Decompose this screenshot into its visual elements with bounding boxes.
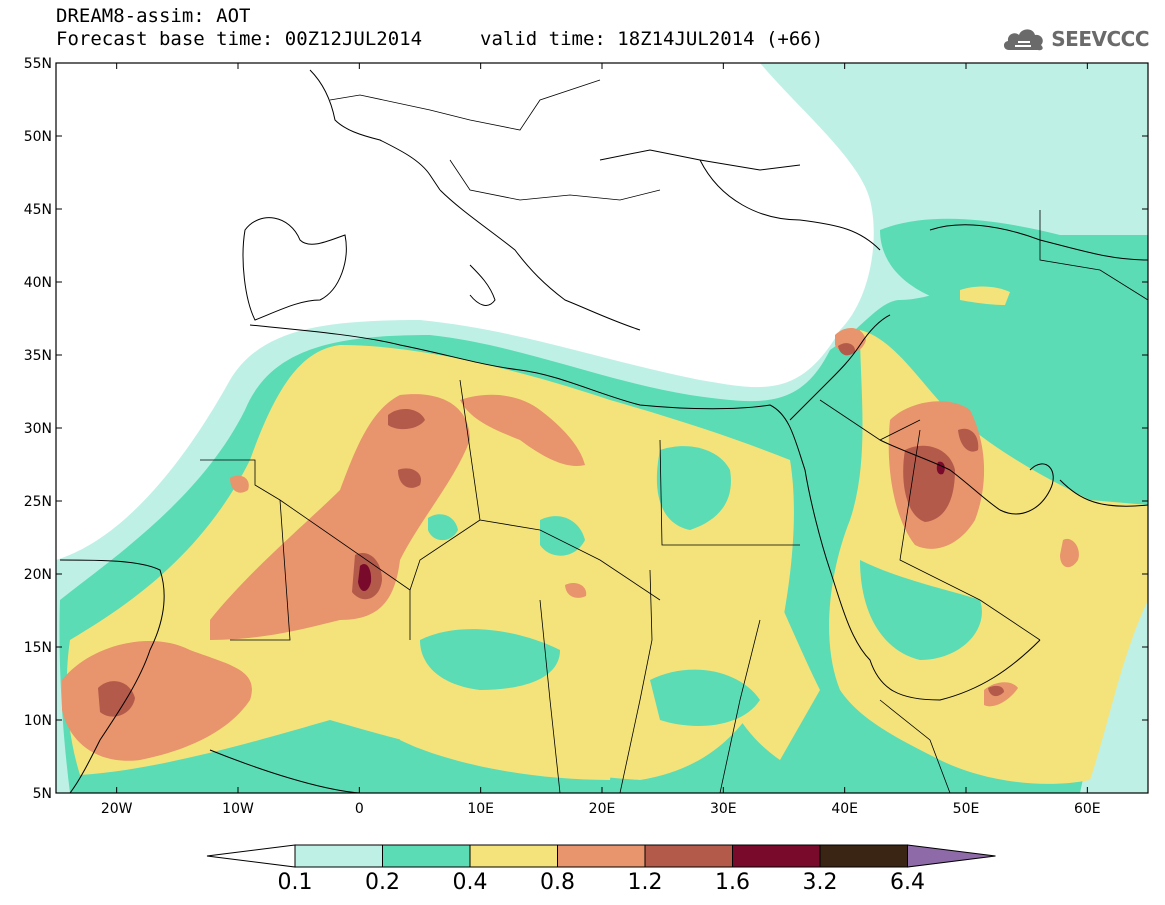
colorbar-label: 6.4 bbox=[890, 870, 925, 895]
aot-level-1-6 bbox=[358, 461, 945, 591]
aot-level-0-2-patches bbox=[420, 446, 982, 726]
lat-tick-label: 40N bbox=[24, 275, 52, 291]
map-title: DREAM8-assim: AOT bbox=[56, 5, 251, 27]
colorbar-segment bbox=[469, 844, 558, 868]
lat-tick-label: 50N bbox=[24, 129, 52, 145]
colorbar-segment bbox=[557, 844, 646, 868]
colorbar: 0.1 0.2 0.4 0.8 1.2 1.6 3.2 6.4 bbox=[206, 844, 996, 895]
lon-tick-label: 20W bbox=[101, 801, 133, 817]
lat-tick-label: 35N bbox=[24, 348, 52, 364]
lon-tick-label: 30E bbox=[710, 801, 737, 817]
lat-tick-label: 20N bbox=[24, 567, 52, 583]
colorbar-under-triangle bbox=[206, 844, 296, 868]
lat-tick-label: 25N bbox=[24, 494, 52, 510]
lon-tick-label: 0 bbox=[355, 801, 364, 817]
colorbar-segment bbox=[294, 844, 383, 868]
lat-tick-label: 45N bbox=[24, 202, 52, 218]
colorbar-label: 0.8 bbox=[540, 870, 575, 895]
seevccc-logo: SEEVCCC bbox=[1001, 22, 1149, 56]
lat-tick-label: 55N bbox=[24, 56, 52, 72]
colorbar-segment bbox=[732, 844, 821, 868]
borders bbox=[200, 79, 1148, 793]
coastlines bbox=[59, 69, 1148, 793]
colorbar-label: 0.4 bbox=[453, 870, 488, 895]
longitude-axis: 20W 10W 0 10E 20E 30E 40E 50E 60E bbox=[101, 63, 1101, 817]
lon-tick-label: 20E bbox=[589, 801, 616, 817]
forecast-base-time: Forecast base time: 00Z12JUL2014 bbox=[56, 28, 423, 50]
lon-tick-label: 50E bbox=[953, 801, 980, 817]
colorbar-label: 1.6 bbox=[715, 870, 750, 895]
colorbar-label: 1.2 bbox=[628, 870, 663, 895]
lon-tick-label: 10W bbox=[222, 801, 254, 817]
lon-tick-label: 40E bbox=[831, 801, 858, 817]
cloud-icon bbox=[1004, 29, 1044, 51]
lat-tick-label: 15N bbox=[24, 640, 52, 656]
latitude-axis: 55N 50N 45N 40N 35N 30N 25N 20N 15N 10N 5N bbox=[24, 56, 1148, 802]
logo-text: SEEVCCC bbox=[1051, 27, 1149, 51]
lat-tick-label: 30N bbox=[24, 421, 52, 437]
colorbar-label: 3.2 bbox=[803, 870, 838, 895]
colorbar-segment bbox=[644, 844, 733, 868]
lat-tick-label: 5N bbox=[33, 786, 52, 802]
lat-tick-label: 10N bbox=[24, 713, 52, 729]
lon-tick-label: 10E bbox=[467, 801, 494, 817]
lon-tick-label: 60E bbox=[1074, 801, 1101, 817]
valid-time: valid time: 18Z14JUL2014 (+66) bbox=[480, 28, 824, 50]
colorbar-label: 0.1 bbox=[278, 870, 313, 895]
colorbar-label: 0.2 bbox=[365, 870, 400, 895]
colorbar-segment bbox=[819, 844, 908, 868]
colorbar-segment bbox=[382, 844, 471, 868]
colorbar-over-triangle bbox=[907, 844, 996, 868]
